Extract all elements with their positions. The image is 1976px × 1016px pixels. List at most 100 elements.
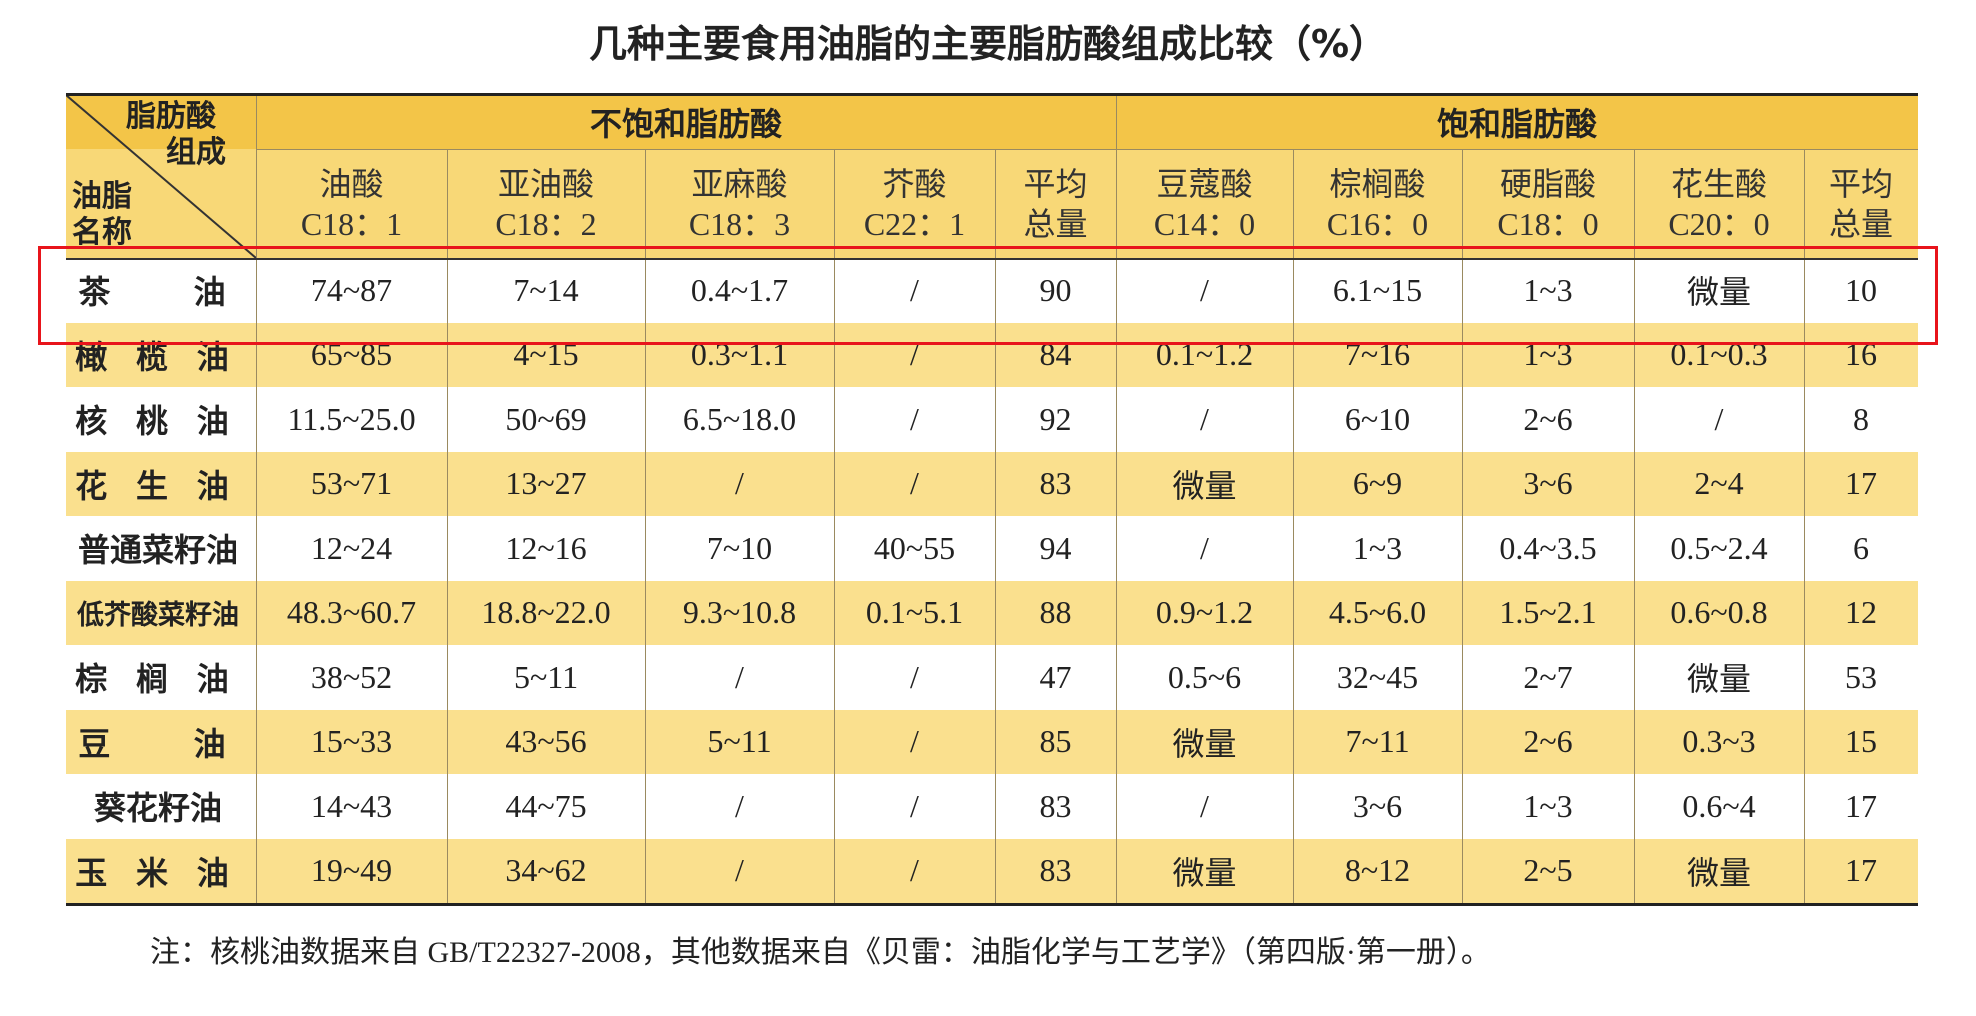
table-cell: 74~87 bbox=[310, 271, 393, 308]
corner-row-label: 油脂 bbox=[72, 179, 132, 214]
header-background bbox=[66, 95, 1918, 149]
table-cell: 0.4~1.7 bbox=[690, 271, 789, 308]
table-cell: 1~3 bbox=[1523, 787, 1573, 824]
table-cell: 1~3 bbox=[1523, 271, 1573, 308]
row-name: 葵花籽油 bbox=[93, 789, 222, 828]
table-cell: 3~6 bbox=[1352, 787, 1403, 824]
column-header: 花生酸 C20：0 bbox=[1634, 149, 1804, 258]
highlight-box bbox=[38, 246, 1938, 345]
column-header: 亚油酸 C18：2 bbox=[447, 149, 645, 258]
column-header-formula: C18：3 bbox=[688, 205, 791, 242]
table-cell: 94 bbox=[1039, 529, 1072, 566]
column-header-name: 豆蔻酸 bbox=[1156, 165, 1253, 202]
table-cell: 2~7 bbox=[1523, 658, 1573, 695]
column-header-formula: 总量 bbox=[1828, 205, 1893, 242]
table-cell: 5~11 bbox=[513, 658, 579, 695]
vertical-rule bbox=[1462, 149, 1463, 903]
table-cell: 14~43 bbox=[310, 787, 393, 824]
diagonal-line bbox=[66, 95, 256, 258]
table-cell: 19~49 bbox=[310, 852, 393, 889]
column-header: 平均 总量 bbox=[995, 149, 1116, 258]
table-cell: / bbox=[910, 658, 919, 695]
header-background bbox=[66, 149, 1918, 258]
row-name: 低芥酸菜籽油 bbox=[77, 600, 239, 632]
column-header: 平均 总量 bbox=[1804, 149, 1918, 258]
group-header: 饱和脂肪酸 bbox=[1436, 105, 1597, 143]
table-cell: 83 bbox=[1039, 787, 1072, 824]
table-cell: 12~24 bbox=[310, 529, 393, 566]
column-header: 棕榈酸 C16：0 bbox=[1293, 149, 1462, 258]
table-cell: 18.8~22.0 bbox=[481, 594, 611, 631]
column-header: 亚麻酸 C18：3 bbox=[645, 149, 834, 258]
row-stripe bbox=[66, 451, 1918, 516]
table-cell: 1.5~2.1 bbox=[1499, 594, 1597, 631]
table-cell: 13~27 bbox=[505, 465, 587, 502]
table-cell: / bbox=[735, 465, 744, 502]
table-cell: 0.6~0.8 bbox=[1670, 594, 1768, 631]
bottom-rule bbox=[66, 903, 1918, 906]
row-stripe bbox=[66, 838, 1918, 903]
column-header-formula: C20：0 bbox=[1668, 205, 1770, 242]
table-cell: 15 bbox=[1845, 723, 1877, 760]
table-cell: 4.5~6.0 bbox=[1328, 594, 1427, 631]
table-cell: / bbox=[735, 658, 744, 695]
table-cell: 微量 bbox=[1172, 467, 1237, 504]
vertical-rule bbox=[1116, 95, 1117, 903]
table-cell: 2~4 bbox=[1694, 465, 1744, 502]
column-header-formula: C14：0 bbox=[1153, 205, 1256, 242]
column-header-name: 油酸 bbox=[319, 165, 384, 202]
table-cell: 6 bbox=[1853, 529, 1869, 566]
note: 注：核桃油数据来自 GB/T22327-2008，其他数据来自《贝雷：油脂化学与… bbox=[150, 936, 1491, 969]
row-name: 核桃油 bbox=[75, 402, 258, 441]
vertical-rule bbox=[1634, 149, 1635, 903]
table-cell: 9.3~10.8 bbox=[682, 594, 797, 631]
table-cell: / bbox=[910, 723, 919, 760]
vertical-rule bbox=[447, 149, 448, 903]
vertical-rule bbox=[995, 149, 996, 903]
table-cell: 34~62 bbox=[505, 852, 587, 889]
horizontal-rule bbox=[66, 258, 1918, 260]
column-header-formula: C18：1 bbox=[300, 205, 403, 242]
table-cell: 53~71 bbox=[310, 465, 393, 502]
corner-diagonal bbox=[66, 95, 256, 258]
group-header: 不饱和脂肪酸 bbox=[589, 105, 782, 143]
table-cell: 2~6 bbox=[1523, 400, 1573, 437]
column-header: 硬脂酸 C18：0 bbox=[1462, 149, 1634, 258]
table-cell: 微量 bbox=[1172, 725, 1237, 762]
table-cell: 15~33 bbox=[310, 723, 393, 760]
table-cell: 7~10 bbox=[706, 529, 773, 566]
table-cell: 0.4~3.5 bbox=[1499, 529, 1597, 566]
table-cell: 12 bbox=[1845, 594, 1877, 631]
column-header-name: 棕榈酸 bbox=[1329, 165, 1426, 202]
table-cell: 7~11 bbox=[1345, 723, 1410, 760]
table-cell: 40~55 bbox=[873, 529, 956, 566]
column-header-name: 花生酸 bbox=[1670, 165, 1767, 202]
table-cell: 88 bbox=[1039, 594, 1072, 631]
table-cell: 微量 bbox=[1172, 854, 1237, 891]
column-header-formula: C16：0 bbox=[1326, 205, 1429, 242]
table-cell: 0.9~1.2 bbox=[1155, 594, 1254, 631]
column-header-formula: 总量 bbox=[1023, 205, 1088, 242]
table-cell: 5~11 bbox=[707, 723, 772, 760]
table-cell: 38~52 bbox=[310, 658, 393, 695]
table-cell: / bbox=[910, 400, 919, 437]
vertical-rule bbox=[834, 149, 835, 903]
table-cell: / bbox=[1200, 400, 1209, 437]
row-name: 茶油 bbox=[78, 273, 309, 312]
table-cell: 2~6 bbox=[1523, 723, 1573, 760]
table-cell: 11.5~25.0 bbox=[287, 400, 416, 437]
table-cell: 85 bbox=[1039, 723, 1072, 760]
row-stripe bbox=[66, 580, 1918, 645]
horizontal-rule bbox=[256, 149, 1918, 150]
table-cell: 0.5~2.4 bbox=[1670, 529, 1768, 566]
table-cell: 17 bbox=[1845, 465, 1877, 502]
table-cell: / bbox=[910, 465, 919, 502]
top-rule bbox=[66, 93, 1918, 96]
table-cell: 3~6 bbox=[1523, 465, 1573, 502]
table-cell: 43~56 bbox=[505, 723, 587, 760]
table-cell: / bbox=[910, 271, 919, 308]
vertical-rule bbox=[1293, 149, 1294, 903]
table-cell: 1~3 bbox=[1352, 529, 1403, 566]
vertical-rule bbox=[1804, 149, 1805, 903]
